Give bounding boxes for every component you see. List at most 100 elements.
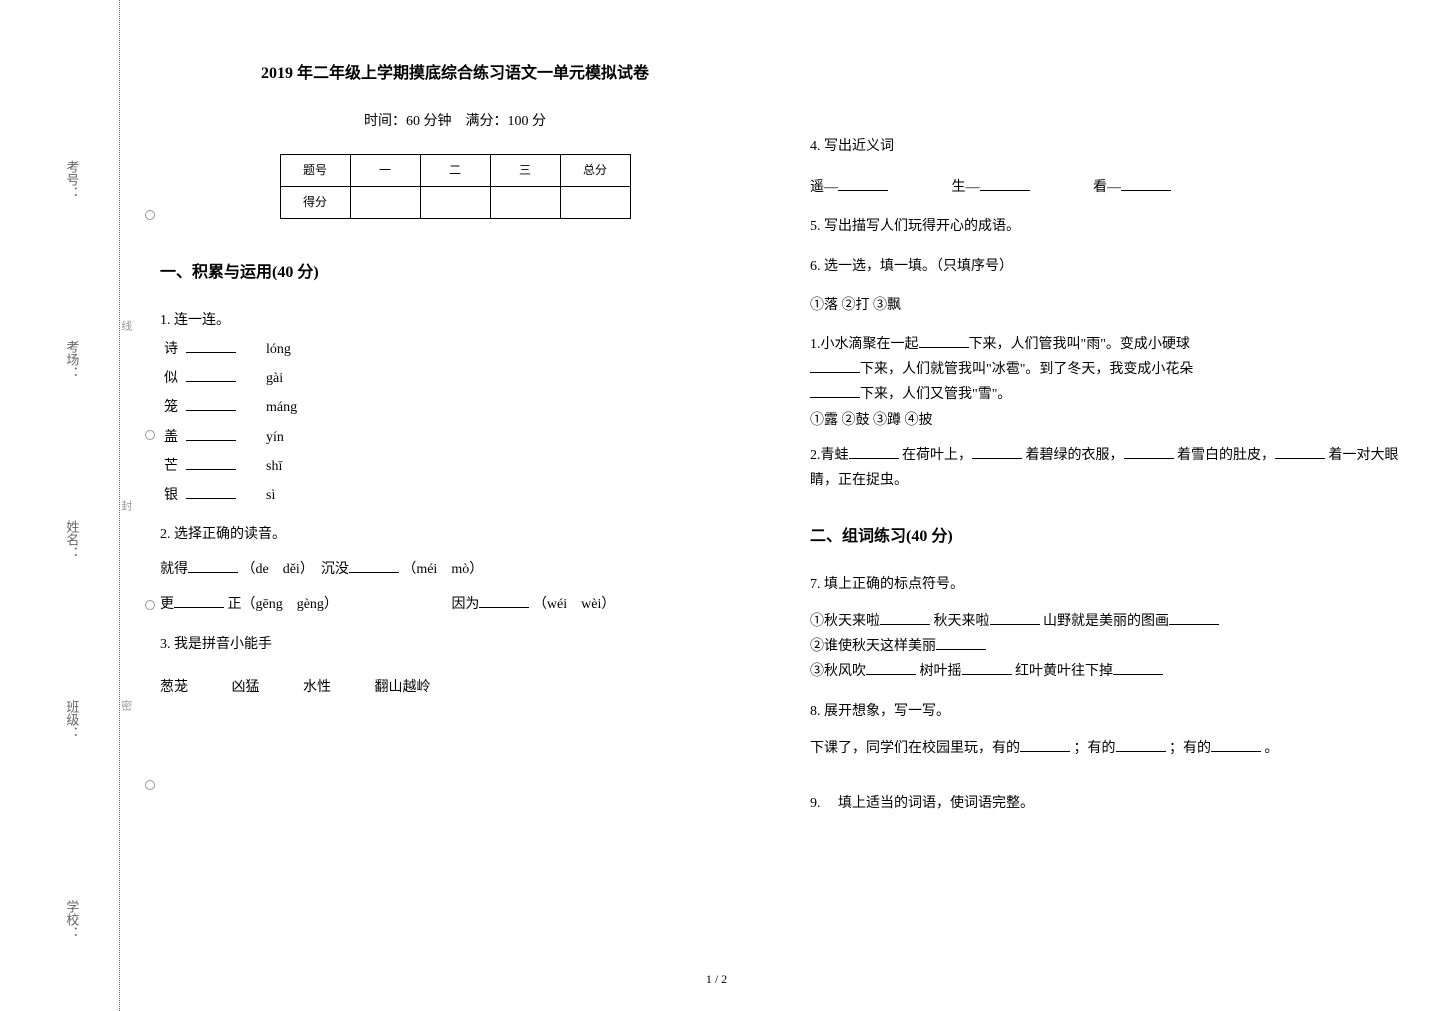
fill-blank[interactable]	[186, 395, 236, 411]
fill-blank[interactable]	[479, 592, 529, 608]
q-num: 2.	[160, 527, 171, 542]
section2-heading: 二、组词练习(40 分)	[810, 523, 1400, 552]
q-label: 填上正确的标点符号。	[824, 577, 964, 592]
hanzi: 似	[164, 366, 186, 391]
q7: 7. 填上正确的标点符号。 ①秋天来啦 秋天来啦 山野就是美丽的图画 ②谁使秋天…	[810, 572, 1400, 685]
synonym-item: 遥—	[810, 180, 838, 195]
fill-blank[interactable]	[980, 175, 1030, 191]
fill-blank[interactable]	[186, 454, 236, 470]
fill-blank[interactable]	[919, 332, 969, 348]
q6-line2: 2.青蛙 在荷叶上， 着碧绿的衣服， 着雪白的肚皮， 着一对大眼睛，正在捉虫。	[810, 443, 1400, 493]
q3-words: 葱茏 凶猛 水性 翻山越岭	[160, 675, 750, 700]
q6-group1: ①落 ②打 ③飘	[810, 293, 1400, 318]
pinyin-row: 似gài	[164, 366, 750, 391]
pinyin-row: 诗lóng	[164, 337, 750, 362]
fill-blank[interactable]	[880, 609, 930, 625]
text: ①秋天来啦	[810, 614, 880, 629]
q-num: 5.	[810, 219, 821, 234]
fill-blank[interactable]	[810, 382, 860, 398]
pinyin: yín	[266, 425, 326, 450]
table-cell: 得分	[280, 186, 350, 218]
exam-title: 2019 年二年级上学期摸底综合练习语文一单元模拟试卷	[160, 60, 750, 89]
text: 更	[160, 597, 174, 612]
fill-blank[interactable]	[849, 443, 899, 459]
fill-blank[interactable]	[1211, 736, 1261, 752]
text: 下来，人们管我叫"雨"。变成小硬球	[969, 337, 1190, 352]
text: 因为	[451, 597, 479, 612]
fill-blank[interactable]	[1116, 736, 1166, 752]
q-num: 9.	[810, 796, 821, 811]
binding-label-class: 班级：	[60, 700, 83, 739]
q-label: 写出近义词	[824, 139, 894, 154]
fill-blank[interactable]	[186, 337, 236, 353]
table-cell	[350, 186, 420, 218]
text: 着雪白的肚皮，	[1177, 448, 1275, 463]
fill-blank[interactable]	[962, 659, 1012, 675]
q6: 6. 选一选，填一填。（只填序号） ①落 ②打 ③飘 1.小水滴聚在一起下来，人…	[810, 254, 1400, 494]
synonym-item: 看—	[1093, 180, 1121, 195]
table-cell	[560, 186, 630, 218]
q-num: 8.	[810, 704, 821, 719]
fill-blank[interactable]	[1169, 609, 1219, 625]
q9: 9. 填上适当的词语，使词语完整。	[810, 791, 1400, 816]
fill-blank[interactable]	[1124, 443, 1174, 459]
table-cell: 二	[420, 154, 490, 186]
binding-circle	[145, 210, 155, 220]
right-column: 4. 写出近义词 遥— 生— 看— 5. 写出描写人们玩得开心的成语。 6. 选…	[810, 60, 1400, 830]
text: ；有的	[1169, 741, 1211, 756]
binding-label-room: 考场：	[60, 340, 83, 379]
table-cell	[420, 186, 490, 218]
page-footer: 1 / 2	[706, 969, 727, 991]
text: 。	[1265, 741, 1279, 756]
score-table: 题号 一 二 三 总分 得分	[280, 154, 631, 219]
fill-blank[interactable]	[1121, 175, 1171, 191]
q-label: 展开想象，写一写。	[824, 704, 950, 719]
pinyin: shī	[266, 454, 326, 479]
text: （wéi wèi）	[533, 597, 615, 612]
text: ；有的	[1074, 741, 1116, 756]
text: 下来，人们又管我"雪"。	[860, 387, 1011, 402]
text: 山野就是美丽的图画	[1043, 614, 1169, 629]
fill-blank[interactable]	[972, 443, 1022, 459]
table-cell: 三	[490, 154, 560, 186]
fill-blank[interactable]	[1020, 736, 1070, 752]
q7-line3: ③秋风吹 树叶摇 红叶黄叶往下掉	[810, 659, 1400, 684]
pinyin-list: 诗lóng 似gài 笼máng 盖yín 芒shī 银sì	[164, 337, 750, 508]
q-num: 3.	[160, 637, 171, 652]
synonym-item: 生—	[952, 180, 980, 195]
pinyin-row: 芒shī	[164, 454, 750, 479]
table-cell: 题号	[280, 154, 350, 186]
q-label: 我是拼音小能手	[174, 637, 272, 652]
fill-blank[interactable]	[866, 659, 916, 675]
section1-heading: 一、积累与运用(40 分)	[160, 259, 750, 288]
fill-blank[interactable]	[174, 592, 224, 608]
fill-blank[interactable]	[188, 557, 238, 573]
q4: 4. 写出近义词 遥— 生— 看—	[810, 134, 1400, 200]
binding-seal-xian: 线	[115, 320, 135, 331]
fill-blank[interactable]	[186, 483, 236, 499]
q7-line2: ②谁使秋天这样美丽	[810, 634, 1400, 659]
fill-blank[interactable]	[990, 609, 1040, 625]
fill-blank[interactable]	[1113, 659, 1163, 675]
pinyin-row: 盖yín	[164, 425, 750, 450]
table-row: 题号 一 二 三 总分	[280, 154, 630, 186]
q8: 8. 展开想象，写一写。 下课了，同学们在校园里玩，有的 ；有的 ；有的 。	[810, 699, 1400, 761]
q5: 5. 写出描写人们玩得开心的成语。	[810, 214, 1400, 239]
word: 凶猛	[232, 675, 260, 700]
fill-blank[interactable]	[810, 357, 860, 373]
fill-blank[interactable]	[838, 175, 888, 191]
table-row: 得分	[280, 186, 630, 218]
text: 1.小水滴聚在一起	[810, 337, 919, 352]
text: 红叶黄叶往下掉	[1015, 664, 1113, 679]
hanzi: 银	[164, 483, 186, 508]
pinyin-row: 银sì	[164, 483, 750, 508]
fill-blank[interactable]	[936, 634, 986, 650]
fill-blank[interactable]	[186, 366, 236, 382]
fill-blank[interactable]	[1275, 443, 1325, 459]
hanzi: 诗	[164, 337, 186, 362]
text: ②谁使秋天这样美丽	[810, 639, 936, 654]
table-cell	[490, 186, 560, 218]
fill-blank[interactable]	[349, 557, 399, 573]
binding-label-school: 学校：	[60, 900, 83, 939]
fill-blank[interactable]	[186, 425, 236, 441]
